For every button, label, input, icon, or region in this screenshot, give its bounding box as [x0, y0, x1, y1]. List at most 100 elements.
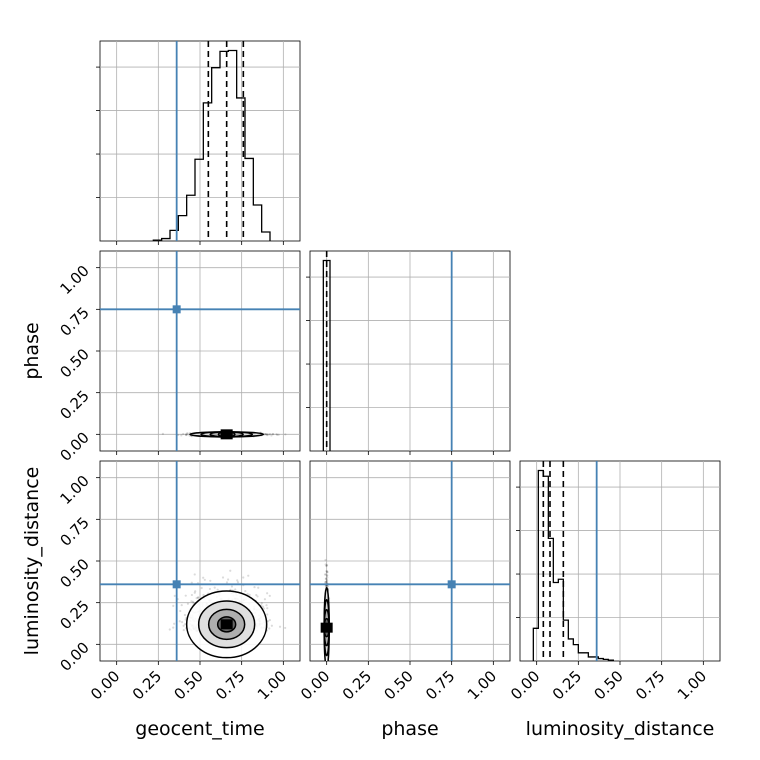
- y-tick-label: 0.75: [56, 513, 92, 549]
- sample-point: [325, 580, 328, 583]
- sample-point: [323, 573, 327, 576]
- sample-point: [270, 624, 273, 627]
- sample-point: [200, 586, 203, 590]
- sample-point: [173, 594, 176, 597]
- sample-point: [324, 577, 327, 581]
- histogram-step: [152, 49, 271, 241]
- sample-point: [196, 596, 200, 599]
- sample-point: [225, 581, 229, 584]
- density-peak: [220, 619, 233, 630]
- ticks: [96, 66, 284, 245]
- sample-point: [268, 594, 271, 597]
- sample-point: [326, 574, 329, 577]
- sample-point: [195, 596, 198, 600]
- sample-point: [191, 600, 195, 603]
- x-tick-label: 0.50: [380, 667, 416, 703]
- sample-point: [248, 593, 251, 596]
- x-tick-label: 0.75: [632, 667, 668, 703]
- panel-luminosity-distance-vs-phase: 0.00 0.25 0.50 0.75 1.00: [297, 460, 511, 703]
- sample-point: [246, 592, 249, 595]
- y-axis-label-luminosity-distance: luminosity_distance: [21, 467, 43, 656]
- sample-point: [272, 433, 275, 436]
- sample-point: [253, 586, 256, 589]
- sample-point: [182, 432, 185, 436]
- sample-point: [197, 596, 200, 599]
- sample-point: [263, 598, 267, 601]
- sample-point: [324, 563, 327, 566]
- sample-point: [266, 434, 269, 437]
- sample-point: [326, 576, 329, 579]
- sample-point: [325, 564, 328, 567]
- sample-point: [161, 432, 165, 435]
- x-tick-label: 1.00: [674, 667, 710, 703]
- sample-point: [261, 605, 265, 608]
- sample-point: [193, 573, 196, 576]
- panel-luminosity-distance-histogram: 0.00 0.25 0.50 0.75 1.00: [507, 460, 721, 703]
- sample-point: [230, 585, 234, 588]
- x-axis-label-luminosity-distance: luminosity_distance: [526, 718, 715, 740]
- sample-point: [186, 602, 190, 605]
- sample-point: [324, 558, 327, 562]
- y-tick-label: 0.25: [56, 387, 92, 423]
- y-tick-label: 1.00: [56, 262, 92, 298]
- sample-point: [257, 586, 260, 589]
- sample-point: [284, 433, 287, 436]
- sample-point: [265, 604, 268, 607]
- sample-point: [242, 576, 245, 579]
- sample-point: [324, 577, 328, 580]
- sample-point: [172, 604, 175, 608]
- posterior-cloud: [320, 558, 333, 661]
- sample-point: [172, 626, 175, 629]
- sample-point: [325, 581, 328, 584]
- sample-point: [324, 584, 327, 587]
- sample-point: [178, 620, 181, 623]
- panel-luminosity-distance-vs-geocent-time: 0.000.250.500.751.000.00 0.25 0.50 0.75 1.00: [56, 460, 301, 703]
- sample-point: [256, 595, 259, 598]
- density-marks: [310, 461, 510, 661]
- y-tick-label: 0.00: [56, 638, 92, 674]
- sample-point: [264, 432, 267, 436]
- sample-point: [177, 433, 180, 437]
- sample-point: [326, 584, 329, 588]
- sample-point: [236, 579, 239, 582]
- truth-marker: [447, 580, 456, 589]
- panel-phase-histogram: [306, 250, 511, 455]
- density-marks: [100, 251, 300, 451]
- y-tick-label: 0.75: [56, 303, 92, 339]
- density-marks: [100, 461, 300, 661]
- sample-point: [264, 433, 267, 436]
- x-tick-label: 0.50: [590, 667, 626, 703]
- sample-point: [180, 621, 184, 624]
- ticks: [306, 276, 494, 455]
- sample-point: [208, 587, 212, 591]
- x-tick-label: 0.75: [212, 667, 248, 703]
- x-tick-label: 0.75: [422, 667, 458, 703]
- grid: [100, 41, 300, 241]
- sample-point: [226, 578, 230, 581]
- sample-point: [180, 603, 183, 607]
- sample-point: [326, 571, 329, 574]
- x-tick-label: 0.50: [170, 667, 206, 703]
- sample-point: [185, 433, 188, 437]
- histogram-marks: [152, 41, 271, 241]
- sample-point: [284, 626, 287, 630]
- sample-point: [268, 627, 271, 630]
- panel-phase-vs-geocent-time: 0.00 0.25 0.50 0.75 1.00: [56, 250, 301, 465]
- sample-point: [269, 433, 272, 436]
- histogram-step: [322, 259, 331, 451]
- x-tick-label: 0.25: [129, 667, 165, 703]
- truth-marker: [172, 305, 181, 314]
- sample-point: [260, 602, 263, 605]
- sample-point: [202, 593, 205, 597]
- sample-point: [278, 625, 282, 628]
- posterior-cloud: [168, 569, 287, 659]
- sample-point: [168, 628, 171, 631]
- sample-point: [325, 569, 328, 573]
- sample-point: [229, 569, 232, 572]
- sample-point: [184, 433, 188, 436]
- x-tick-label: 1.00: [254, 667, 290, 703]
- panel-geocent-time-histogram: [96, 40, 301, 245]
- sample-point: [325, 564, 328, 568]
